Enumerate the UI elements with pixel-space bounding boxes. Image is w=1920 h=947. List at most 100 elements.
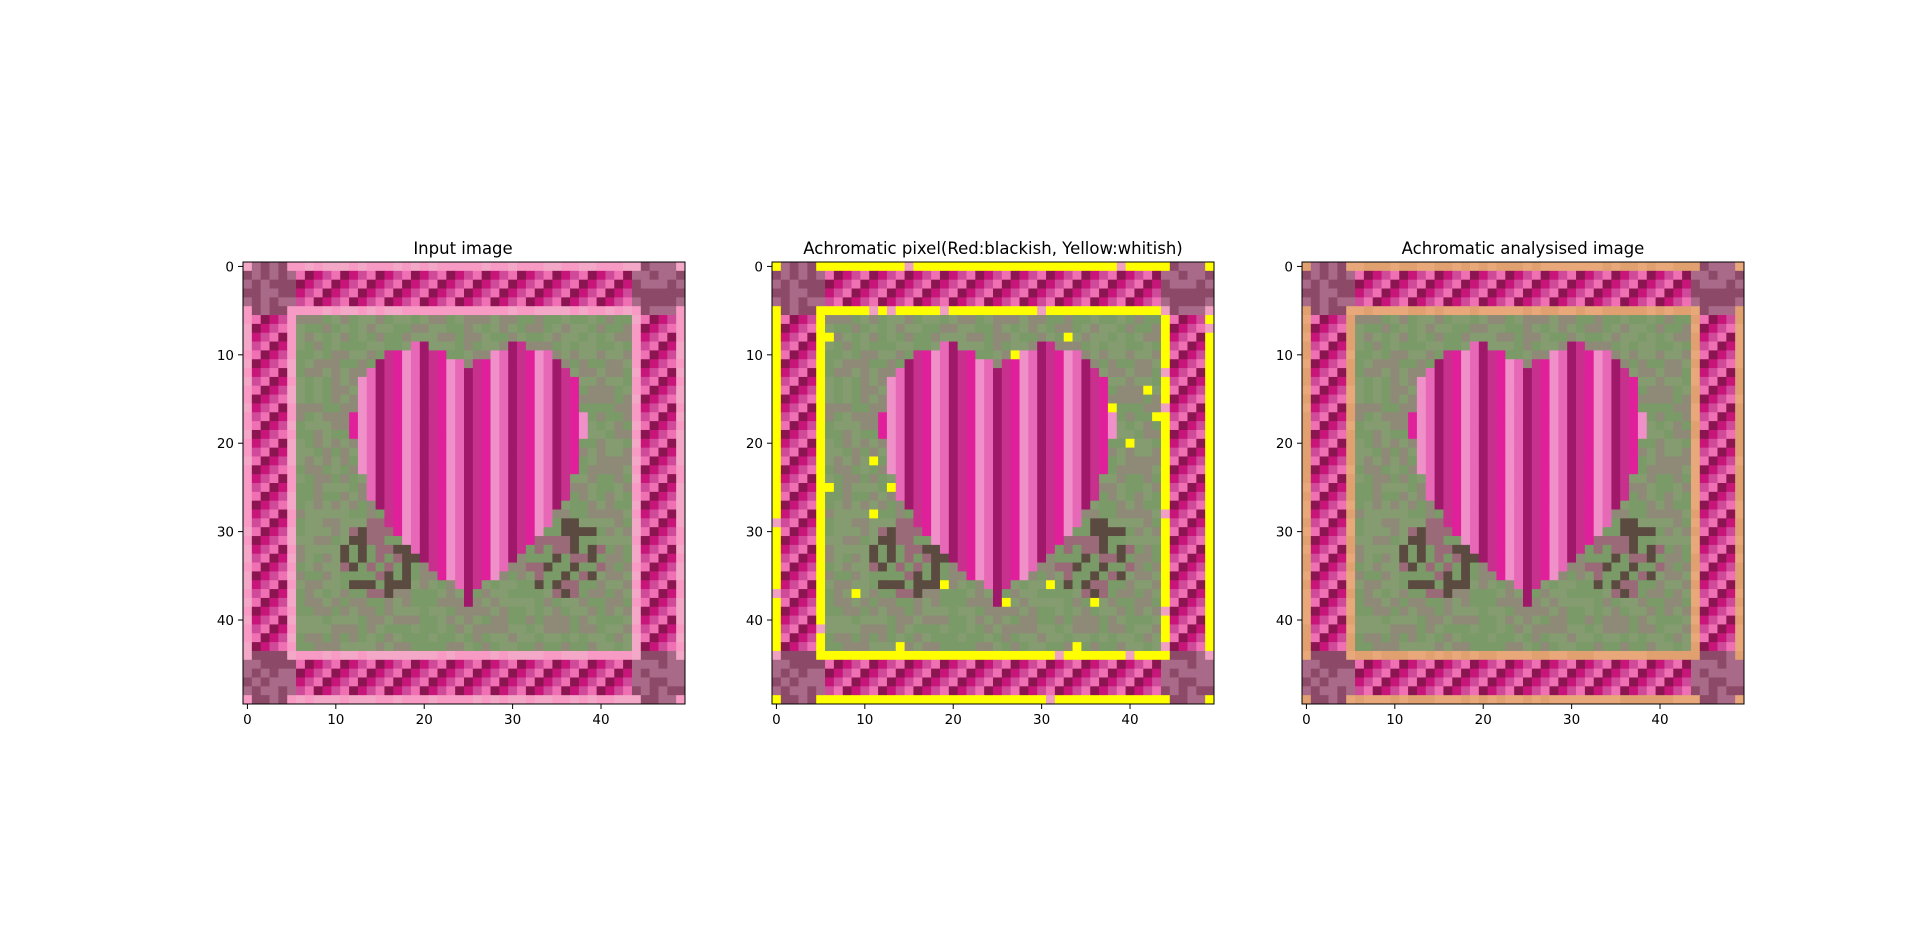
image-cell <box>780 297 791 307</box>
image-cell <box>1090 421 1100 431</box>
image-cell <box>552 695 562 705</box>
image-cell <box>517 262 527 272</box>
image-cell <box>402 544 412 555</box>
image-cell <box>552 447 562 457</box>
image-cell <box>1046 659 1056 670</box>
image-cell <box>402 279 412 289</box>
image-cell <box>614 332 624 342</box>
image-cell <box>472 589 483 599</box>
image-cell <box>1019 315 1029 325</box>
image-cell <box>1125 686 1135 696</box>
image-cell <box>508 668 518 678</box>
image-cell <box>1134 341 1144 351</box>
image-cell <box>904 642 914 652</box>
image-cell <box>304 624 315 634</box>
image-cell <box>1152 597 1162 608</box>
image-cell <box>269 350 279 360</box>
image-cell <box>614 376 624 387</box>
image-cell <box>895 394 905 404</box>
image-cell <box>1037 421 1047 431</box>
image-cell <box>780 306 791 316</box>
image-cell <box>393 677 403 687</box>
image-cell <box>904 270 914 281</box>
image-cell <box>825 306 835 316</box>
image-cell <box>508 686 518 696</box>
image-cell <box>1010 332 1020 342</box>
image-cell <box>860 394 870 404</box>
image-cell <box>1116 447 1126 457</box>
image-cell <box>1205 553 1215 563</box>
image-cell <box>587 262 597 272</box>
image-cell <box>508 270 518 281</box>
image-cell <box>1001 270 1012 281</box>
image-cell <box>534 456 544 466</box>
image-cell <box>1134 332 1144 342</box>
image-cell <box>957 624 967 634</box>
image-cell <box>260 447 270 457</box>
image-cell <box>437 589 447 599</box>
image-cell <box>798 394 808 404</box>
image-cell <box>789 297 799 307</box>
image-cell <box>375 465 385 475</box>
image-cell <box>269 447 279 457</box>
image-cell <box>904 659 914 670</box>
image-cell <box>1081 323 1091 334</box>
image-cell <box>1081 527 1091 537</box>
image-cell <box>798 606 808 616</box>
image-cell <box>410 633 421 643</box>
image-cell <box>472 536 483 546</box>
image-cell <box>269 518 279 528</box>
image-cell <box>243 394 253 404</box>
image-cell <box>798 270 808 281</box>
image-cell <box>798 456 808 466</box>
image-cell <box>895 500 905 510</box>
image-cell <box>1152 385 1162 395</box>
image-cell <box>993 270 1003 281</box>
image-cell <box>789 606 799 616</box>
image-cell <box>975 323 985 334</box>
image-cell <box>1134 677 1144 687</box>
image-cell <box>975 580 985 590</box>
image-cell <box>570 615 580 625</box>
image-cell <box>260 279 270 289</box>
image-cell <box>869 642 879 652</box>
image-cell <box>1152 677 1162 687</box>
image-cell <box>278 483 288 493</box>
image-cell <box>561 668 571 678</box>
image-cell <box>984 412 994 422</box>
image-cell <box>833 297 844 307</box>
image-cell <box>993 624 1003 634</box>
image-cell <box>1196 624 1206 634</box>
image-cell <box>481 447 491 457</box>
image-cell <box>886 668 897 678</box>
image-cell <box>939 580 950 590</box>
image-cell <box>446 341 456 351</box>
image-cell <box>578 544 589 555</box>
image-cell <box>993 447 1003 457</box>
image-cell <box>842 270 852 281</box>
image-cell <box>1160 323 1171 334</box>
image-cell <box>304 429 315 440</box>
image-cell <box>772 580 782 590</box>
image-cell <box>410 474 421 484</box>
image-cell <box>446 368 456 378</box>
image-cell <box>1028 527 1038 537</box>
image-cell <box>1046 562 1056 572</box>
image-cell <box>1054 509 1065 519</box>
image-cell <box>975 589 985 599</box>
image-cell <box>296 677 306 687</box>
image-cell <box>552 385 562 395</box>
image-cell <box>419 447 430 457</box>
image-cell <box>331 500 341 510</box>
image-cell <box>570 350 580 360</box>
image-cell <box>904 403 914 413</box>
image-cell <box>437 341 447 351</box>
image-cell <box>499 359 509 369</box>
image-cell <box>957 589 967 599</box>
image-cell <box>993 677 1003 687</box>
image-cell <box>825 394 835 404</box>
image-cell <box>313 447 323 457</box>
image-cell <box>366 332 376 342</box>
image-cell <box>851 474 861 484</box>
image-cell <box>331 518 341 528</box>
